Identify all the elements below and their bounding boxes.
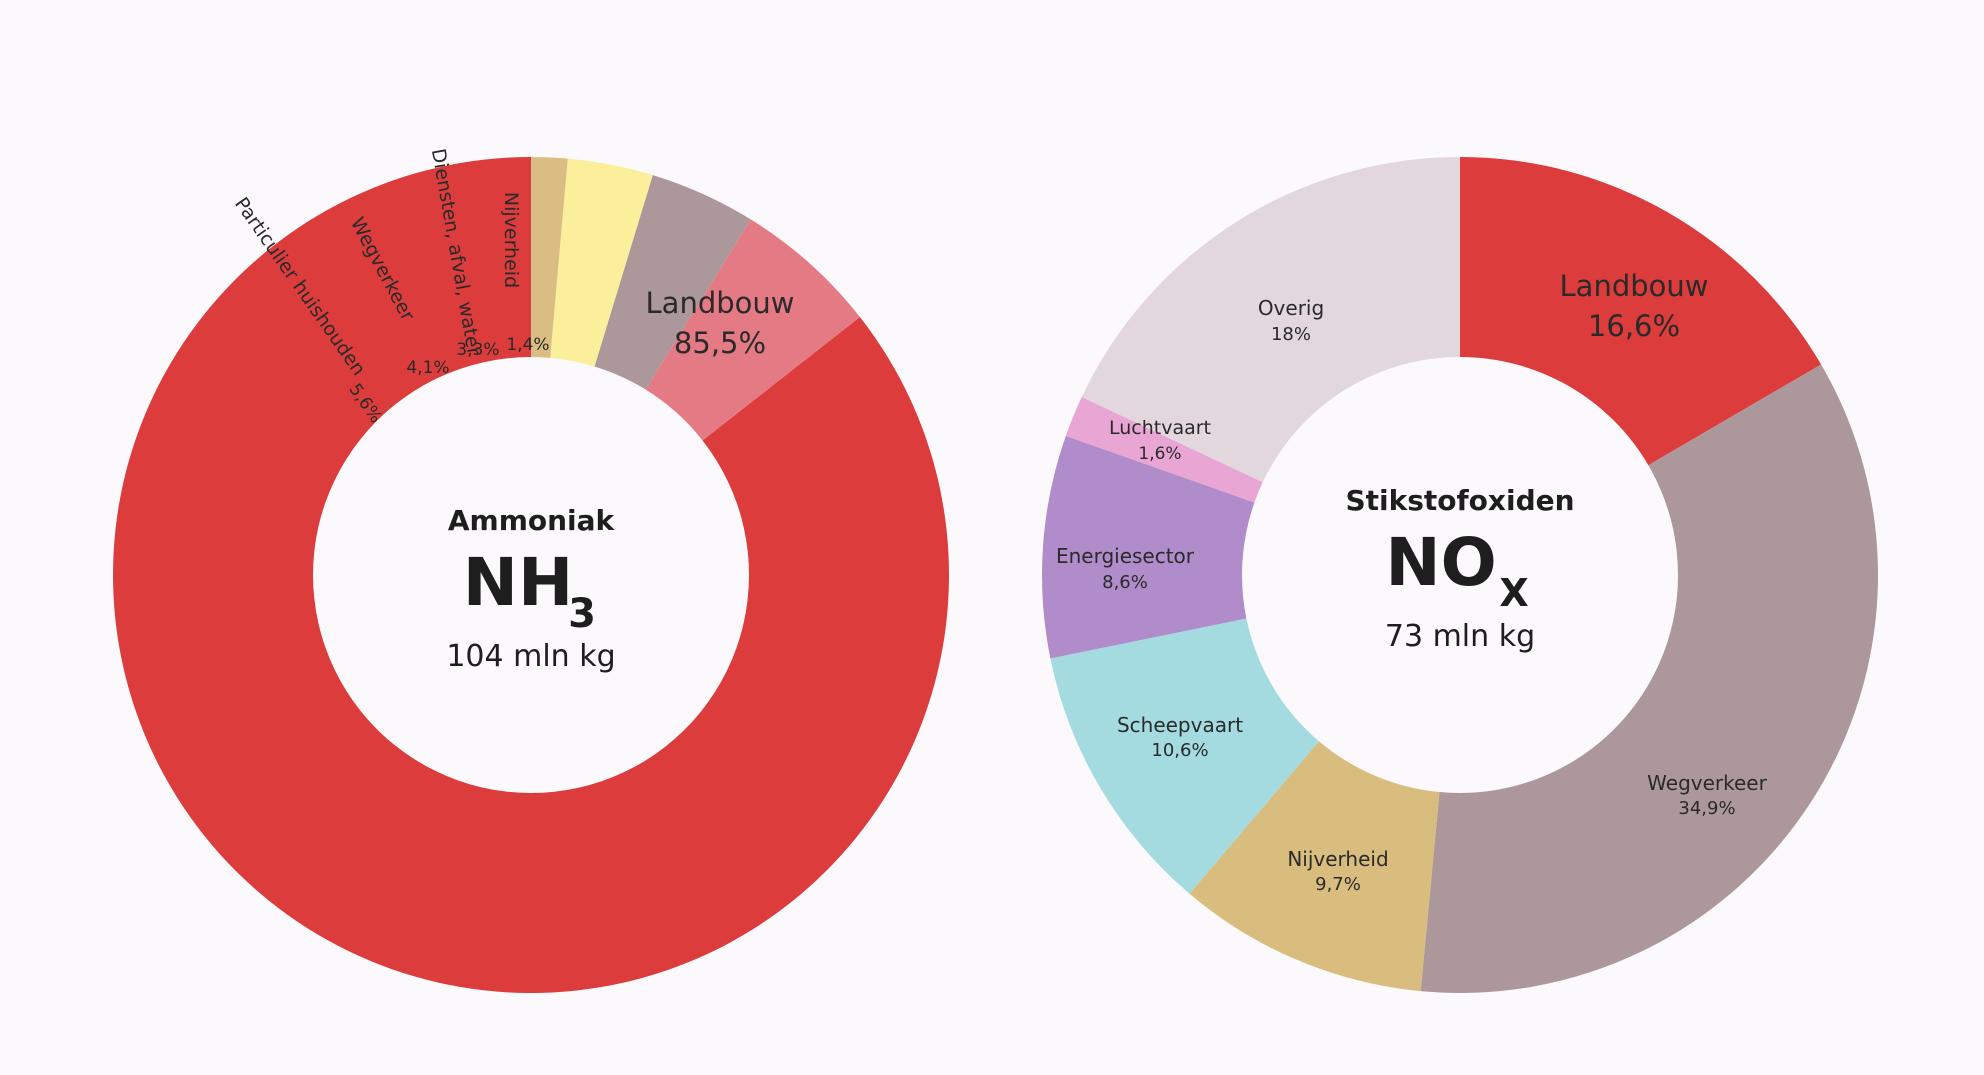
label-nox-energiesector-value: 8,6% bbox=[1102, 572, 1148, 593]
slice-nijverheid bbox=[531, 157, 568, 358]
label-nox-wegverkeer-name: Wegverkeer bbox=[1647, 771, 1767, 795]
slice-overig bbox=[1081, 157, 1460, 483]
label-nox-nijverheid-value: 9,7% bbox=[1315, 874, 1361, 895]
ammoniak-title: Ammoniak bbox=[448, 504, 616, 537]
label-nox-landbouw-value: 16,6% bbox=[1588, 309, 1680, 343]
stikstofoxiden-donut-chart: Landbouw 16,6% Wegverkeer 34,9% Nijverhe… bbox=[1041, 157, 1878, 994]
label-nox-luchtvaart-value: 1,6% bbox=[1138, 444, 1181, 464]
slice-wegverkeer bbox=[1420, 364, 1878, 994]
stikstofoxiden-slice-labels: Landbouw 16,6% Wegverkeer 34,9% Nijverhe… bbox=[1056, 269, 1768, 895]
label-nox-landbouw-name: Landbouw bbox=[1560, 269, 1709, 303]
ammoniak-slices bbox=[113, 157, 950, 993]
label-nox-luchtvaart-name: Luchtvaart bbox=[1109, 417, 1211, 439]
slice-particulier-huishouden bbox=[645, 219, 860, 441]
label-nox-scheepvaart-name: Scheepvaart bbox=[1117, 713, 1243, 737]
label-nox-overig-name: Overig bbox=[1258, 296, 1324, 320]
slice-landbouw bbox=[1460, 157, 1822, 466]
slice-wegverkeer bbox=[594, 175, 751, 390]
ammoniak-formula: NH bbox=[463, 544, 573, 621]
slice-nijverheid bbox=[1189, 741, 1440, 992]
ammoniak-center: Ammoniak NH 3 104 mln kg bbox=[446, 504, 615, 674]
stikstofoxiden-title: Stikstofoxiden bbox=[1345, 484, 1574, 517]
stikstofoxiden-total: 73 mln kg bbox=[1385, 619, 1535, 654]
ammoniak-formula-subscript: 3 bbox=[568, 591, 596, 637]
stikstofoxiden-formula-subscript: X bbox=[1499, 571, 1528, 615]
label-wegverkeer-value: 4,1% bbox=[406, 358, 449, 378]
slice-landbouw bbox=[113, 157, 950, 993]
label-nox-energiesector-name: Energiesector bbox=[1056, 544, 1195, 568]
stikstofoxiden-slices bbox=[1041, 157, 1878, 994]
label-nox-scheepvaart-value: 10,6% bbox=[1151, 740, 1208, 761]
label-nox-overig-value: 18% bbox=[1271, 324, 1311, 345]
slice-diensten-afval-water bbox=[550, 158, 653, 367]
label-landbouw-value: 85,5% bbox=[674, 326, 766, 360]
label-nijverheid-value: 1,4% bbox=[506, 335, 549, 355]
ammoniak-total: 104 mln kg bbox=[446, 639, 615, 674]
slice-energiesector bbox=[1041, 435, 1255, 659]
label-diensten-value: 3,3% bbox=[456, 340, 499, 360]
label-nijverheid-name: Nijverheid bbox=[500, 192, 522, 288]
label-nox-wegverkeer-value: 34,9% bbox=[1678, 798, 1735, 819]
stikstofoxiden-formula: NO bbox=[1385, 524, 1496, 601]
ammoniak-donut-chart: Landbouw 85,5% Particulier huishouden 5,… bbox=[113, 147, 950, 993]
label-nox-nijverheid-name: Nijverheid bbox=[1287, 847, 1388, 871]
slice-scheepvaart bbox=[1050, 618, 1319, 894]
slice-luchtvaart bbox=[1065, 397, 1263, 503]
label-landbouw-name: Landbouw bbox=[646, 286, 795, 320]
stikstofoxiden-center: Stikstofoxiden NO X 73 mln kg bbox=[1345, 484, 1574, 654]
